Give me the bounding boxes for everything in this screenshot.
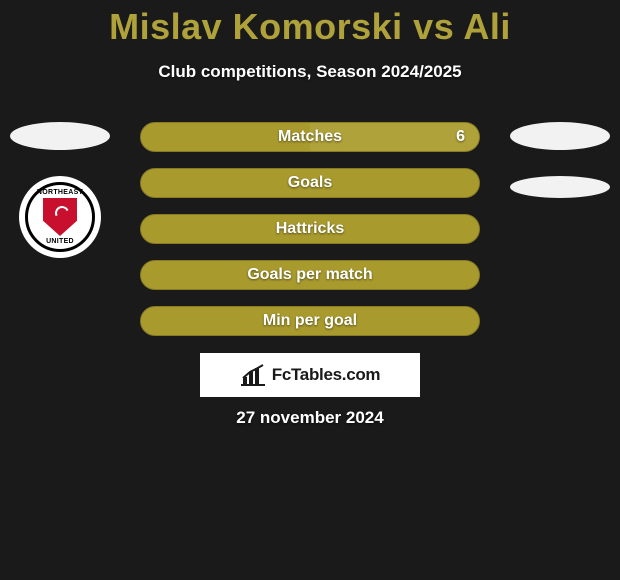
metric-row-goals: Goals (140, 168, 480, 198)
crest-text-top: NORTHEAST (37, 189, 83, 196)
metric-label: Min per goal (263, 312, 357, 330)
metric-row-goals-per-match: Goals per match (140, 260, 480, 290)
crest-text-bottom: UNITED (46, 238, 74, 245)
footer-brand-box: FcTables.com (200, 353, 420, 397)
right-player-club-placeholder (510, 176, 610, 198)
footer-date: 27 november 2024 (0, 408, 620, 428)
metric-row-matches: Matches 6 (140, 122, 480, 152)
footer-brand-text: FcTables.com (272, 365, 381, 385)
comparison-bars: Matches 6 Goals Hattricks Goals per matc… (140, 122, 480, 352)
left-player-avatar-placeholder (10, 122, 110, 150)
page-title: Mislav Komorski vs Ali (0, 0, 620, 48)
metric-row-hattricks: Hattricks (140, 214, 480, 244)
metric-label: Goals per match (247, 266, 372, 284)
left-player-club-crest: NORTHEAST UNITED (19, 176, 101, 258)
bar-chart-icon (240, 364, 266, 386)
metric-value-right: 6 (456, 128, 465, 146)
metric-label: Goals (288, 174, 332, 192)
right-player-avatar-placeholder (510, 122, 610, 150)
metric-row-min-per-goal: Min per goal (140, 306, 480, 336)
metric-label: Matches (278, 128, 342, 146)
metric-label: Hattricks (276, 220, 344, 238)
crest-shield-icon (43, 198, 77, 236)
page-subtitle: Club competitions, Season 2024/2025 (0, 62, 620, 82)
left-player-column: NORTHEAST UNITED (0, 122, 120, 258)
right-player-column (500, 122, 620, 224)
